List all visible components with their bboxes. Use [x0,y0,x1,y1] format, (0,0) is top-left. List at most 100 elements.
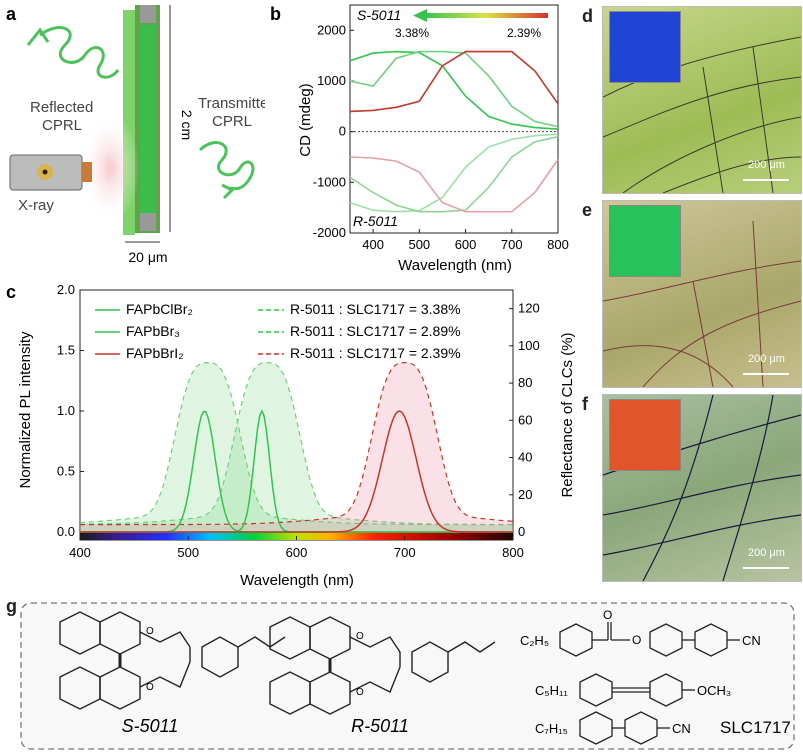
s5011-o2: O [146,682,154,693]
panel-b-cd-chart: b 400 500 600 700 800 2000 1000 0 -1000 -2000 CD … [270,4,569,274]
b-arrow-left: 3.38% [395,26,429,40]
c-ytick-right-label: 60 [518,412,532,427]
panel-f-label: f [582,394,588,414]
transmitted-spiral-icon [198,141,255,200]
length-label: 2 cm [179,110,195,140]
panel-e-scale: 200 μm [748,353,785,365]
c-ytick-left-label: 0.0 [57,524,75,539]
slc1717-structures [559,622,740,745]
b-arrow-head-icon [413,9,427,22]
b-xtick-label: 500 [408,237,430,252]
c-xtick-label: 600 [286,545,308,560]
c-xlabel: Wavelength (nm) [240,572,354,589]
c-legend-left-2: FAPbBrI₂ [126,345,184,361]
c-ytick-left-label: 1.0 [57,403,75,418]
slc1717-name: SLC1717 [720,718,791,737]
panel-f-scale-bar [743,567,789,569]
c-ylabel-left: Normalized PL intensity [17,331,34,489]
panel-g: g O O S-5011 [0,594,803,756]
r5011-o1: O [356,631,364,642]
b-xlabel: Wavelength (nm) [398,257,512,274]
c-ytick-right-label: 20 [518,487,532,502]
b-series-2 [349,50,559,113]
s5011-o1: O [146,626,154,637]
panel-d-scale: 200 μm [748,159,785,171]
slc-cn1: CN [742,633,761,648]
slc-o-carbonyl: O [603,608,612,622]
b-bottom-tag: R-5011 [353,213,398,229]
c-xtick-label: 400 [69,545,91,560]
c-reflectance-2 [80,361,514,526]
c-ytick-right-label: 120 [518,301,540,316]
s5011-structure [59,611,286,710]
b-xtick-label: 700 [501,237,523,252]
c-pl-series-2 [80,410,513,533]
slc-c7h15: C₇H₁₅ [535,721,568,736]
panel-e-inset [609,205,681,277]
slc-cn2: CN [672,721,691,736]
panel-c-pl-chart: c 400 500 600 700 800 0.0 0.5 1.0 1.5 2.0 0 20 40 60 8… [6,282,576,589]
b-series-1 [349,50,559,128]
c-legend-right-2: R-5011 : SLC1717 = 2.39% [290,345,461,361]
panel-f-scale: 200 μm [748,547,785,559]
reflected-spiral-icon [26,26,120,79]
panel-e-label: e [582,200,593,220]
b-series-5 [349,156,559,213]
c-ytick-right-label: 80 [518,375,532,390]
b-gradient-arrow [423,13,548,18]
c-xtick-label: 500 [177,545,199,560]
panel-d-label: d [582,6,593,26]
b-xtick-label: 600 [455,237,477,252]
panel-b-label: b [270,4,281,24]
b-ytick-label: 2000 [317,22,346,37]
b-series-0 [349,50,559,130]
xray-source-icon [9,154,92,191]
panel-d-micrograph: 200 μm [602,6,802,194]
c-reflectance-fill-2 [80,362,513,532]
c-reflectance-1 [79,361,513,526]
b-ytick-label: 1000 [317,73,346,88]
slc-c2h5: C₂H₅ [520,633,549,648]
b-arrow-right: 2.39% [507,26,541,40]
c-reflectance-0 [79,362,513,526]
slc-och3: OCH₃ [697,683,731,698]
c-legend-left-0: FAPbClBr₂ [126,301,193,317]
panel-f-micrograph: 200 μm [602,394,802,582]
b-ytick-label: -2000 [313,225,346,240]
panel-g-label: g [6,596,17,616]
width-label: 20 μm [128,249,167,265]
b-ytick-label: 0 [339,124,346,139]
panel-f-cracks [603,395,801,581]
c-legend-right-1: R-5011 : SLC1717 = 2.89% [290,323,461,339]
c-ytick-right-label: 40 [518,450,532,465]
r5011-name: R-5011 [351,716,409,736]
c-xtick-label: 700 [394,545,416,560]
reflected-label: Reflected CPRL [30,99,93,134]
b-top-tag: S-5011 [357,7,401,23]
c-ytick-right-label: 0 [518,524,525,539]
c-reflectance-fill-1 [80,362,513,532]
s5011-name: S-5011 [122,716,179,736]
c-ytick-right-label: 100 [518,338,540,353]
panel-d-scale-bar [743,179,789,181]
panel-g-structures: O O S-5011 O O R-5011 [20,602,795,750]
panel-e-scale-bar [743,373,789,375]
r5011-o2: O [356,687,364,698]
b-ytick-label: -1000 [313,174,346,189]
c-ytick-left-label: 0.5 [57,464,75,479]
b-ylabel-text: CD (mdeg) [297,83,314,156]
b-xtick-label: 400 [362,237,384,252]
panel-e-micrograph: 200 μm [602,200,802,388]
r5011-structure [269,616,496,715]
c-ytick-left-label: 1.5 [57,343,75,358]
slc-c5h11: C₅H₁₁ [535,683,568,698]
c-legend-right-0: R-5011 : SLC1717 = 3.38% [290,301,461,317]
c-legend-left-1: FAPbBr₃ [126,323,180,339]
panel-f-inset [609,399,681,471]
panel-e-cracks [603,220,801,387]
c-ylabel-right: Reflectance of CLCs (%) [559,332,576,497]
b-xtick-label: 800 [547,237,569,252]
xray-glow [80,113,140,223]
xray-label: X-ray [18,197,54,214]
